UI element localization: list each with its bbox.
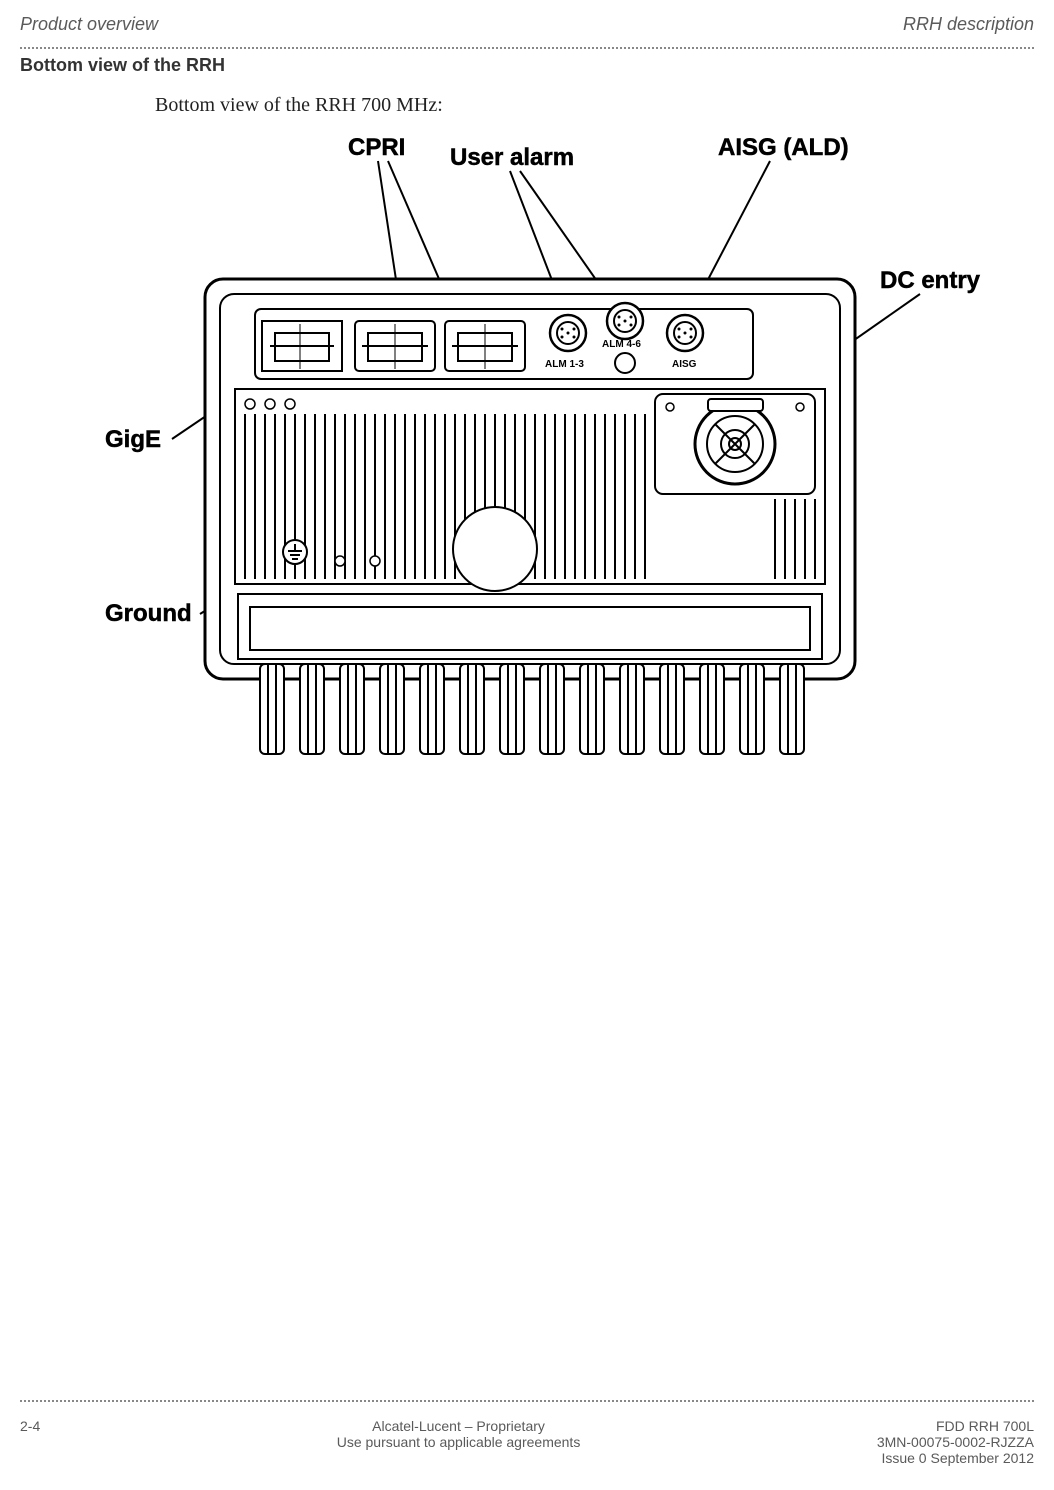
port-vent — [615, 353, 635, 373]
ground-terminal — [283, 540, 307, 564]
footer-divider — [20, 1400, 1034, 1402]
footer-proprietary: Alcatel-Lucent – Proprietary — [337, 1418, 581, 1434]
header-left: Product overview — [20, 14, 158, 35]
port-label-aisg: AISG — [672, 359, 697, 370]
header-divider — [20, 47, 1034, 49]
port-cpri-1 — [355, 321, 435, 371]
port-cpri-2 — [445, 321, 525, 371]
footer-product: FDD RRH 700L — [877, 1418, 1034, 1434]
port-gige — [262, 321, 342, 371]
screw-hole — [370, 556, 380, 566]
port-label-alm13: ALM 1-3 — [545, 359, 584, 370]
footer-use-statement: Use pursuant to applicable agreements — [337, 1434, 581, 1450]
port-label-alm46: ALM 4-6 — [602, 339, 641, 350]
footer-issue: Issue 0 September 2012 — [877, 1450, 1034, 1466]
device-drawing: ALM 1-3 ALM 4-6 AISG — [200, 239, 860, 779]
section-title: Bottom view of the RRH — [0, 55, 1054, 76]
port-dc-entry — [655, 394, 815, 494]
footer-docnum: 3MN-00075-0002-RJZZA — [877, 1434, 1034, 1450]
center-circle — [453, 507, 537, 591]
header-right: RRH description — [903, 14, 1034, 35]
diagram: CPRI User alarm AISG (ALD) DC entry GigE… — [0, 139, 1054, 779]
body-text: Bottom view of the RRH 700 MHz: — [0, 94, 1054, 117]
bottom-fins — [238, 594, 822, 659]
footer-page-number: 2-4 — [20, 1418, 40, 1466]
screw-hole — [335, 556, 345, 566]
